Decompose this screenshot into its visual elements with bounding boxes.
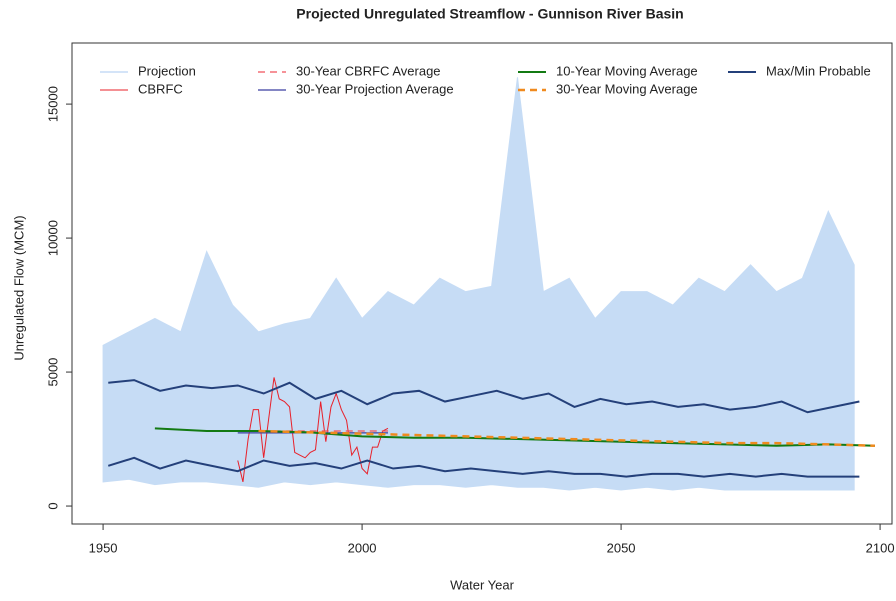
y-tick-label: 15000 (45, 86, 60, 122)
min-line (107, 456, 860, 478)
series-line (237, 377, 389, 483)
projection-band (102, 77, 855, 491)
x-tick-label: 1950 (89, 540, 118, 555)
legend-label: CBRFC (138, 81, 183, 96)
y-tick-label: 10000 (45, 220, 60, 256)
x-tick-label: 2050 (607, 540, 636, 555)
plot-area (102, 77, 875, 491)
plot-frame (71, 42, 893, 525)
legend-label: 10-Year Moving Average (556, 63, 698, 78)
y-axis-label: Unregulated Flow (MCM) (11, 215, 26, 360)
x-tick-label: 2100 (866, 540, 895, 555)
chart-title: Projected Unregulated Streamflow - Gunni… (296, 6, 683, 22)
y-tick-label: 5000 (45, 358, 60, 387)
legend-label: 30-Year CBRFC Average (296, 63, 441, 78)
series-line (258, 429, 875, 448)
legend-label: 30-Year Moving Average (556, 81, 698, 96)
x-axis-label: Water Year (450, 577, 515, 592)
legend-label: Projection (138, 63, 196, 78)
legend-label: 30-Year Projection Average (296, 81, 454, 96)
y-tick-label: 0 (45, 502, 60, 509)
x-tick-label: 2000 (348, 540, 377, 555)
max-line (108, 379, 860, 414)
legend-label: Max/Min Probable (766, 63, 871, 78)
